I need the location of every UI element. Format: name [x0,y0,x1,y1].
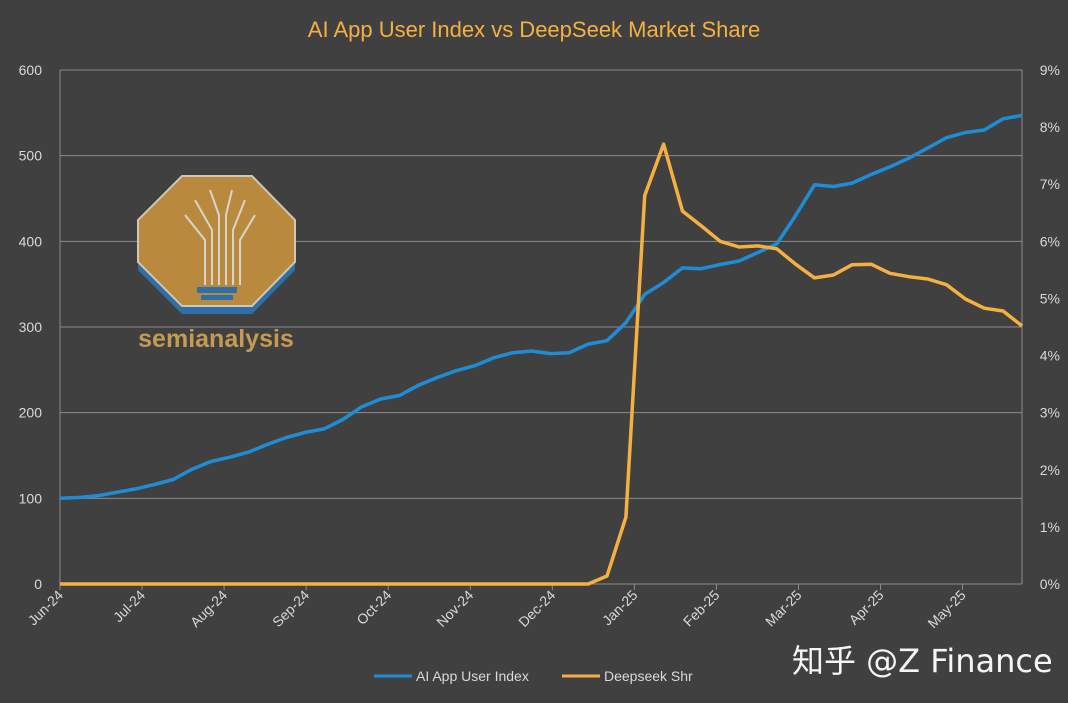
y-right-tick-label: 3% [1040,405,1060,421]
y-right-tick-label: 2% [1040,462,1060,478]
x-tick-label: May-25 [924,587,968,631]
x-tick-label: Oct-24 [353,587,394,628]
watermark: 知乎 @Z Finance [792,642,1053,680]
series-lines [59,113,1024,586]
x-tick-label: Feb-25 [680,587,723,630]
x-tick-label: Jan-25 [599,587,641,629]
x-tick-label: Mar-25 [762,587,805,630]
chart-title: AI App User Index vs DeepSeek Market Sha… [308,17,760,42]
x-tick-label: Jun-24 [25,587,67,629]
y-left-tick-label: 300 [19,319,43,335]
x-tick-label: Dec-24 [515,587,558,630]
y-left-tick-label: 100 [19,490,43,506]
legend-label-deepseek: Deepseek Shr [604,668,693,684]
y-right-tick-label: 7% [1040,176,1060,192]
series-line-deepseek-share [60,142,1024,586]
y-left-tick-label: 0 [34,576,42,592]
y-right-tick-label: 1% [1040,519,1060,535]
y-right-tick-label: 0% [1040,576,1060,592]
x-tick-label: Aug-24 [187,587,230,630]
series-line-user-index [59,113,1023,501]
y-right-tick-label: 8% [1040,119,1060,135]
logo-text: semianalysis [138,325,294,353]
legend: AI App User Index Deepseek Shr [374,668,693,684]
semianalysis-logo: semianalysis [137,175,296,353]
y-right-tick-label: 5% [1040,290,1060,306]
y-left-tick-label: 500 [19,148,43,164]
x-tick-label: Sep-24 [269,587,312,630]
y-left-tick-label: 600 [19,62,43,78]
y-right-tick-label: 9% [1040,62,1060,78]
x-tick-label: Apr-25 [846,587,887,628]
y-right-tick-label: 6% [1040,233,1060,249]
y-left-tick-label: 400 [19,233,43,249]
legend-label-user-index: AI App User Index [416,668,529,684]
x-tick-label: Nov-24 [433,587,476,630]
y-right-tick-label: 4% [1040,348,1060,364]
y-left-tick-label: 200 [19,405,43,421]
x-tick-label: Jul-24 [110,587,148,625]
